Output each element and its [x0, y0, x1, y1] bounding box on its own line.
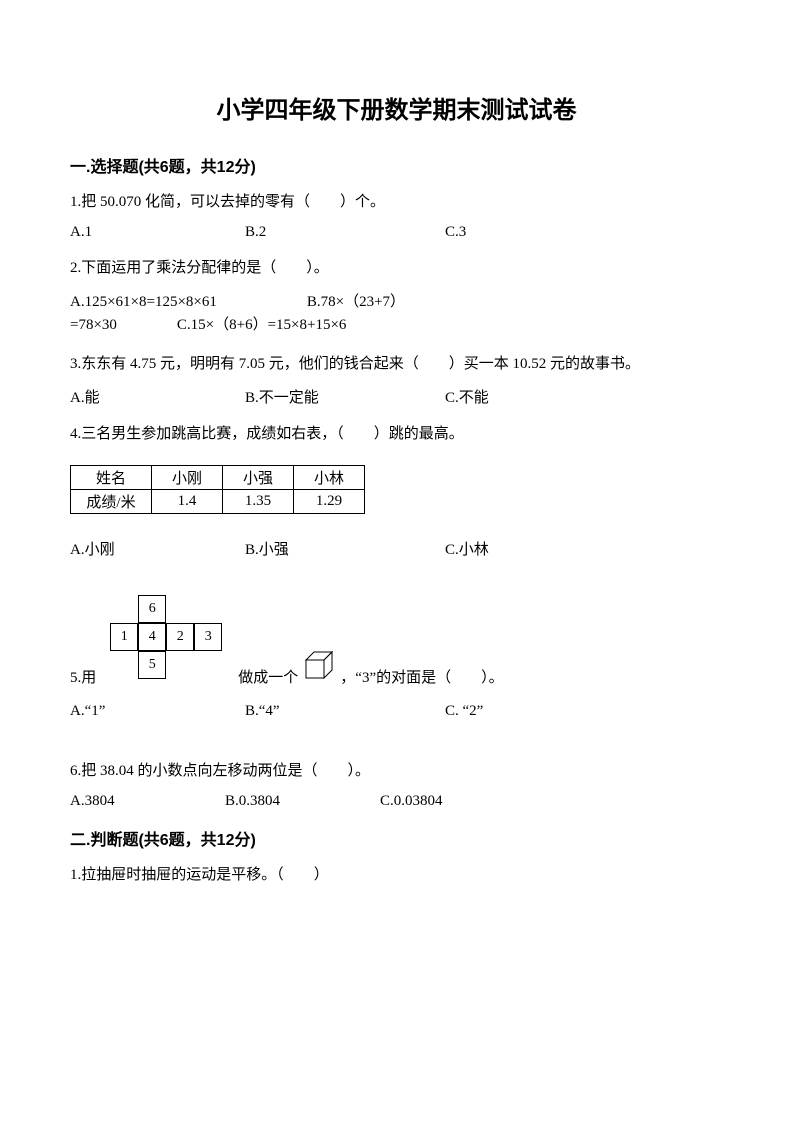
q4-th-2: 小强 [223, 465, 294, 489]
q1-options: A.1 B.2 C.3 [70, 224, 723, 241]
q4-option-c[interactable]: C.小林 [445, 538, 620, 559]
q4-row-label: 成绩/米 [71, 489, 152, 513]
q5-prefix: 5.用 [70, 666, 96, 687]
q2-options-line2[interactable]: =78×30 C.15×（8+6）=15×8+15×6 [70, 314, 723, 337]
q5-row: 5.用 6 1 4 2 3 5 做成一个 ，“3”的对面是（ ）。 [70, 595, 723, 687]
q6-text: 6.把 38.04 的小数点向左移动两位是（ ）。 [70, 760, 723, 783]
q3-options: A.能 B.不一定能 C.不能 [70, 386, 723, 407]
table-row: 姓名 小刚 小强 小林 [71, 465, 365, 489]
section-1-heading: 一.选择题(共6题，共12分) [70, 153, 723, 177]
q1-option-c[interactable]: C.3 [445, 224, 620, 241]
q5-option-c[interactable]: C. “2” [445, 703, 620, 720]
q4-text: 4.三名男生参加跳高比赛，成绩如右表，（ ）跳的最高。 [70, 423, 723, 446]
net-cell-1: 1 [110, 623, 138, 651]
table-row: 成绩/米 1.4 1.35 1.29 [71, 489, 365, 513]
q1-option-a[interactable]: A.1 [70, 224, 245, 241]
q3-option-b[interactable]: B.不一定能 [245, 386, 445, 407]
q5-mid: 做成一个 [238, 666, 298, 687]
q6-option-a[interactable]: A.3804 [70, 793, 225, 810]
q4-th-1: 小刚 [152, 465, 223, 489]
q5-option-b[interactable]: B.“4” [245, 703, 445, 720]
q4-cell-1: 1.4 [152, 489, 223, 513]
s2-q1-text: 1.拉抽屉时抽屉的运动是平移。（ ） [70, 864, 723, 887]
q4-th-name: 姓名 [71, 465, 152, 489]
q3-option-c[interactable]: C.不能 [445, 386, 620, 407]
net-cell-top: 6 [138, 595, 166, 623]
section-2-heading: 二.判断题(共6题，共12分) [70, 826, 723, 850]
cube-icon [302, 648, 336, 687]
q6-option-c[interactable]: C.0.03804 [380, 793, 555, 810]
q4-option-b[interactable]: B.小强 [245, 538, 445, 559]
q6-option-b[interactable]: B.0.3804 [225, 793, 380, 810]
q6-options: A.3804 B.0.3804 C.0.03804 [70, 793, 723, 810]
net-cell-3: 3 [194, 623, 222, 651]
net-cell-2: 2 [166, 623, 194, 651]
q4-options: A.小刚 B.小强 C.小林 [70, 538, 723, 559]
q4-cell-3: 1.29 [294, 489, 365, 513]
q4-table: 姓名 小刚 小强 小林 成绩/米 1.4 1.35 1.29 [70, 465, 365, 514]
q1-option-b[interactable]: B.2 [245, 224, 445, 241]
q3-text: 3.东东有 4.75 元，明明有 7.05 元，他们的钱合起来（ ）买一本 10… [70, 353, 723, 376]
q2-text: 2.下面运用了乘法分配律的是（ ）。 [70, 257, 723, 280]
q5-suffix: ，“3”的对面是（ ）。 [340, 666, 503, 687]
q2-options: A.125×61×8=125×8×61 B.78×（23+7） =78×30 C… [70, 291, 723, 338]
page-title: 小学四年级下册数学期末测试试卷 [70, 90, 723, 125]
q4-cell-2: 1.35 [223, 489, 294, 513]
q2-options-line1[interactable]: A.125×61×8=125×8×61 B.78×（23+7） [70, 291, 723, 314]
q3-option-a[interactable]: A.能 [70, 386, 245, 407]
net-cell-4: 4 [138, 623, 166, 651]
q1-text: 1.把 50.070 化简，可以去掉的零有（ ）个。 [70, 191, 723, 214]
page: 小学四年级下册数学期末测试试卷 一.选择题(共6题，共12分) 1.把 50.0… [0, 0, 793, 1122]
net-cell-bottom: 5 [138, 651, 166, 679]
q4-th-3: 小林 [294, 465, 365, 489]
q4-option-a[interactable]: A.小刚 [70, 538, 245, 559]
q5-options: A.“1” B.“4” C. “2” [70, 703, 723, 720]
cube-net-icon: 6 1 4 2 3 5 [102, 595, 232, 687]
q5-option-a[interactable]: A.“1” [70, 703, 245, 720]
